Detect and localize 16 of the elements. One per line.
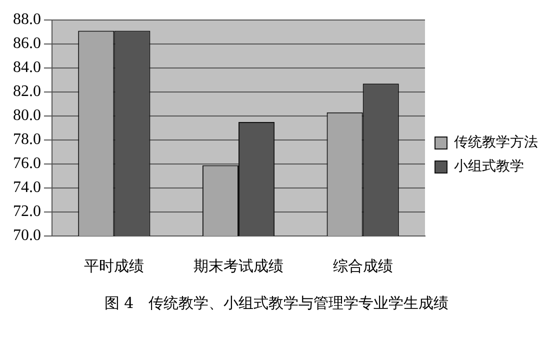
y-tick-label: 70.0	[13, 227, 41, 244]
y-tick-label: 88.0	[13, 11, 41, 28]
y-tick-label: 86.0	[13, 35, 41, 52]
y-tick-label: 72.0	[13, 203, 41, 220]
y-tick-label: 76.0	[13, 155, 41, 172]
y-tick-label: 74.0	[13, 179, 41, 196]
x-tick-label: 综合成绩	[332, 256, 393, 275]
y-tick-label: 84.0	[13, 59, 41, 76]
legend-label: 小组式教学	[454, 158, 524, 175]
legend-label: 传统教学方法	[454, 134, 538, 151]
y-tick-label: 80.0	[13, 107, 41, 124]
caption: 图 4 传统教学、小组式教学与管理学专业学生成绩	[103, 294, 450, 313]
y-tick-label: 78.0	[13, 131, 41, 148]
x-tick-label: 期末考试成绩	[194, 256, 284, 275]
y-tick-label: 82.0	[13, 83, 41, 100]
x-tick-label: 平时成绩	[84, 256, 144, 275]
